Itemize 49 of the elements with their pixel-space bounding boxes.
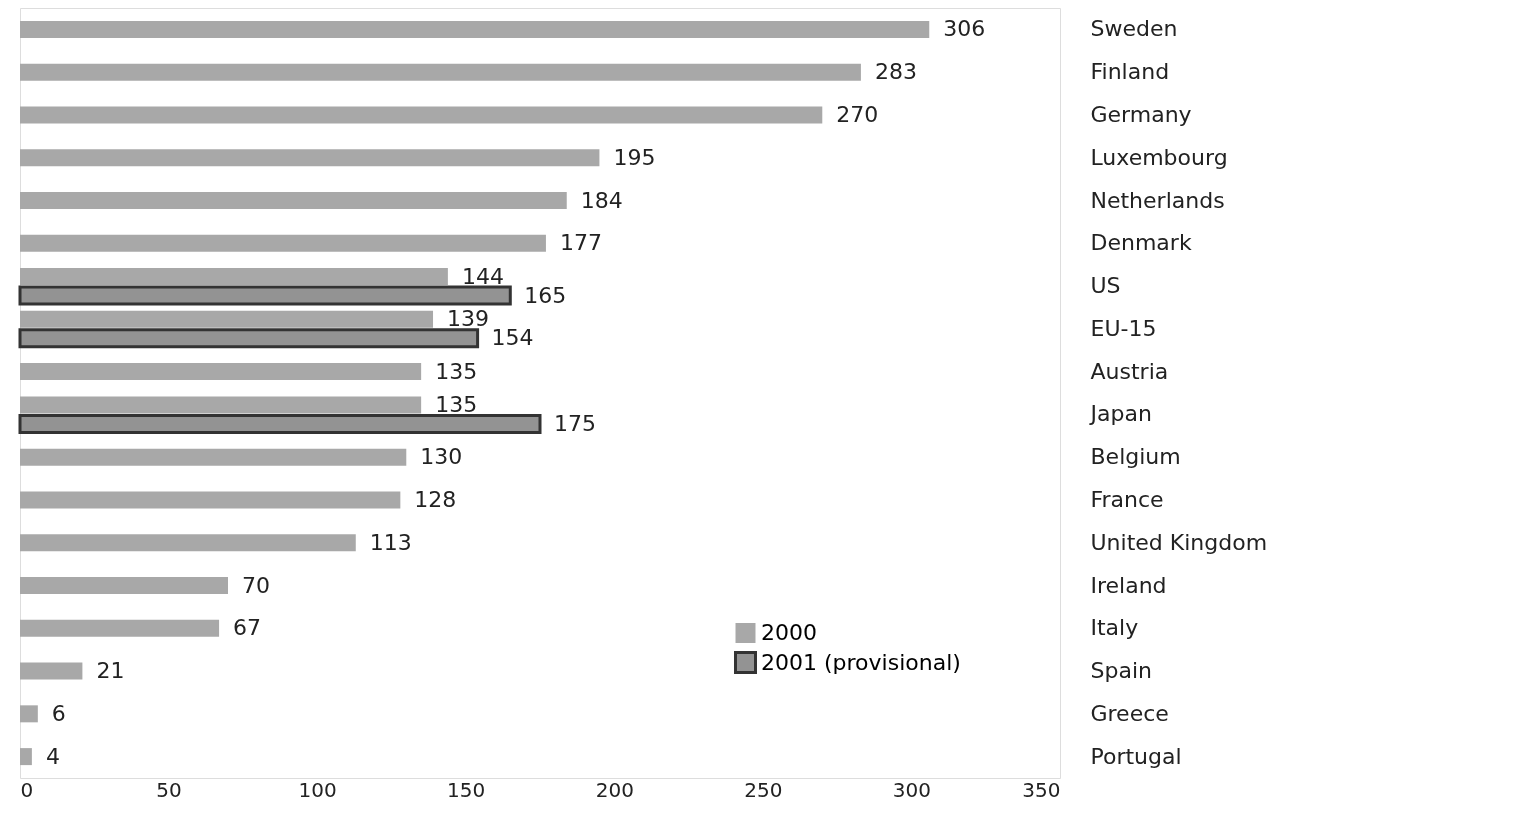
- data-label: 175: [554, 410, 596, 436]
- y-tick-label: Belgium: [1090, 444, 1181, 470]
- data-label: 144: [461, 263, 504, 289]
- y-tick-label: Germany: [1090, 101, 1192, 127]
- y-tick-label: EU-15: [1090, 315, 1157, 341]
- legend-label: 2001 (provisional): [761, 649, 961, 675]
- data-label: 67: [233, 615, 262, 641]
- data-label: 130: [420, 444, 463, 470]
- x-tick-label: 150: [447, 777, 486, 802]
- data-label: 139: [447, 306, 490, 332]
- y-tick-label: Spain: [1090, 658, 1152, 684]
- y-tick-label: Greece: [1090, 700, 1169, 726]
- x-tick-label: 250: [744, 777, 783, 802]
- data-label: 184: [580, 187, 623, 213]
- y-tick-label: Sweden: [1090, 16, 1178, 42]
- data-label: 6: [51, 700, 66, 726]
- y-tick-label: Finland: [1090, 59, 1170, 85]
- data-label: 135: [435, 358, 478, 384]
- data-label: 21: [96, 658, 125, 684]
- data-label: 306: [943, 16, 986, 42]
- data-label: 177: [559, 230, 602, 256]
- y-tick-label: Denmark: [1090, 230, 1192, 256]
- x-tick-label: 350: [1022, 777, 1061, 802]
- x-tick-label: 300: [892, 777, 932, 802]
- y-tick-label: Netherlands: [1090, 187, 1225, 213]
- data-label: 113: [369, 529, 412, 555]
- x-tick-label: 50: [156, 777, 182, 802]
- y-tick-label: Portugal: [1090, 743, 1182, 769]
- x-tick-label: 100: [298, 777, 337, 802]
- y-tick-label: US: [1090, 273, 1121, 299]
- y-tick-label: Japan: [1088, 401, 1152, 427]
- y-tick-label: Austria: [1090, 358, 1169, 384]
- y-tick-label: Luxembourg: [1090, 144, 1228, 170]
- data-label: 135: [435, 391, 478, 417]
- y-tick-label: United Kingdom: [1090, 529, 1268, 555]
- x-tick-label: 200: [595, 777, 634, 802]
- data-label: 195: [613, 144, 656, 170]
- data-label: 165: [524, 282, 567, 308]
- legend-label: 2000: [761, 620, 817, 645]
- y-tick-label: Italy: [1090, 615, 1139, 641]
- y-tick-label: Ireland: [1090, 572, 1167, 598]
- data-label: 283: [874, 59, 917, 85]
- y-tick-label: France: [1090, 486, 1164, 512]
- data-label: 270: [836, 101, 879, 127]
- data-label: 70: [242, 572, 270, 598]
- data-label: 4: [45, 743, 60, 769]
- data-label: 128: [414, 486, 457, 512]
- data-label: 154: [491, 325, 534, 351]
- x-tick-label: 0: [20, 777, 34, 802]
